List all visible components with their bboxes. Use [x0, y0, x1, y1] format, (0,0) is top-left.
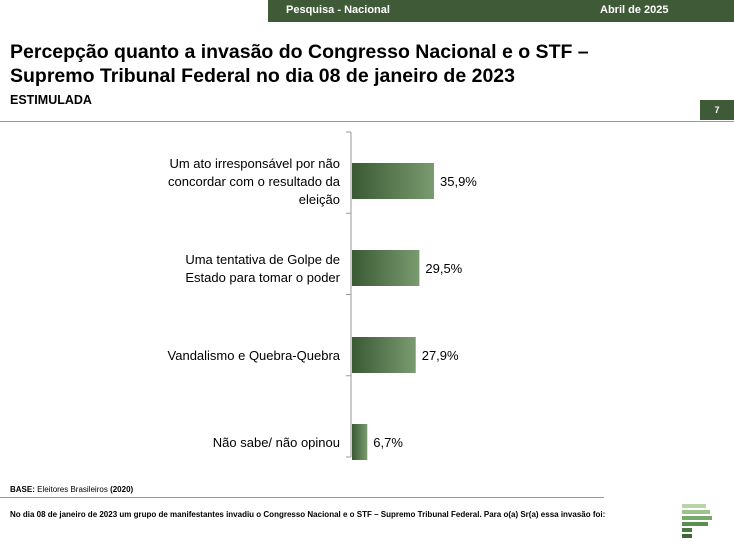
bar [352, 337, 416, 373]
category-label: Um ato irresponsável por não concordar co… [168, 156, 341, 207]
base-note: BASE: Eleitores Brasileiros (2020) [10, 485, 133, 494]
category-label: Vandalismo e Quebra-Quebra [168, 348, 341, 363]
bar-row: 27,9% Vandalismo e Quebra-Quebra [168, 337, 459, 373]
page-number-badge: 7 [700, 100, 734, 120]
bar-chart: 35,9% Um ato irresponsável por não concord… [168, 131, 477, 460]
bar-value-label: 27,9% [422, 348, 459, 363]
bar [352, 424, 368, 460]
company-logo [682, 504, 712, 538]
base-label: BASE: [10, 485, 35, 494]
bar-row: 35,9% Um ato irresponsável por não concord… [168, 156, 477, 207]
bar-value-label: 35,9% [440, 174, 477, 189]
category-label: Não sabe/ não opinou [213, 435, 340, 450]
header-bar: Pesquisa - Nacional Abril de 2025 [268, 0, 734, 22]
bar [352, 250, 420, 286]
page-subtitle: ESTIMULADA [10, 93, 92, 107]
footer-divider [0, 497, 604, 498]
bar [352, 163, 434, 199]
page-title: Percepção quanto a invasão do Congresso … [10, 41, 589, 87]
bar-row: 6,7% Não sabe/ não opinou [213, 424, 403, 460]
header-divider [0, 121, 734, 122]
question-text: No dia 08 de janeiro de 2023 um grupo de… [10, 510, 606, 519]
base-text: Eleitores Brasileiros [37, 485, 108, 494]
survey-date: Abril de 2025 [600, 4, 669, 16]
bar-row: 29,5% Uma tentativa de Golpe de Estado par… [185, 250, 463, 286]
bar-value-label: 6,7% [373, 435, 403, 450]
survey-label: Pesquisa - Nacional [286, 4, 390, 16]
base-year: (2020) [110, 485, 134, 494]
category-label: Uma tentativa de Golpe de Estado para tom… [185, 252, 340, 285]
bar-value-label: 29,5% [425, 261, 462, 276]
